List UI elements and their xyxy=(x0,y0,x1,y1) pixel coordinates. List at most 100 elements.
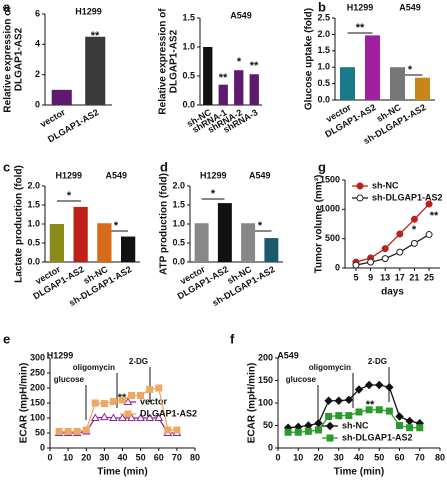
marker xyxy=(396,422,403,429)
y-tick-label: 150 xyxy=(30,397,45,407)
bar xyxy=(217,203,232,262)
marker xyxy=(137,392,145,399)
annotation: * xyxy=(237,56,242,68)
y-tick-label: 4 xyxy=(35,39,40,49)
y-tick-label: 0.0 xyxy=(27,256,40,266)
marker xyxy=(396,230,404,238)
y-axis-label: Glucose uptake (fold) xyxy=(304,8,315,110)
y-tick-label: 0 xyxy=(268,442,273,452)
series-line xyxy=(355,203,430,263)
chart-title: A549 xyxy=(230,10,252,20)
x-tick-label: 20 xyxy=(81,452,91,462)
y-tick-label: 0 xyxy=(40,442,45,452)
x-tick-label: 80 xyxy=(435,452,445,462)
annotation: * xyxy=(114,220,119,232)
legend-label: vector xyxy=(140,396,168,406)
x-tick-label: 13 xyxy=(380,272,390,282)
x-tick-label: 40 xyxy=(354,452,364,462)
y-tick-label: 200 xyxy=(30,382,45,392)
annotation: ** xyxy=(356,22,365,34)
annotation: glucose xyxy=(54,375,85,384)
group-label: H1299 xyxy=(55,170,82,180)
y-tick-label: 0.5 xyxy=(172,237,185,247)
bar xyxy=(234,70,244,105)
x-tick-label: 10 xyxy=(63,452,73,462)
marker xyxy=(100,400,108,408)
y-tick-label: 100 xyxy=(30,412,45,422)
marker xyxy=(364,380,374,390)
y-axis-label: ECAR (mpH/min) xyxy=(247,363,258,444)
marker xyxy=(345,412,353,420)
annotation: * xyxy=(338,414,343,426)
panel-letter: c xyxy=(3,159,10,174)
marker xyxy=(325,421,335,431)
x-tick-label: 80 xyxy=(190,452,200,462)
panel-letter: f xyxy=(230,331,235,346)
chart-title: H1299 xyxy=(47,350,74,360)
marker xyxy=(367,258,375,266)
panel-letter: g xyxy=(318,159,326,174)
x-tick-label: 5 xyxy=(353,272,358,282)
y-tick-label: 1.0 xyxy=(27,218,40,228)
marker xyxy=(154,413,164,421)
bar xyxy=(340,67,355,100)
legend-label: DLGAP1-AS2 xyxy=(140,408,197,418)
marker xyxy=(136,413,145,421)
x-tick-label: 21 xyxy=(409,272,419,282)
marker xyxy=(145,413,155,421)
marker xyxy=(324,396,333,405)
x-tick-label: 50 xyxy=(136,452,146,462)
marker xyxy=(304,427,312,435)
y-tick-label: 6 xyxy=(35,8,40,18)
y-tick-label: 1.0 xyxy=(172,218,185,228)
bar xyxy=(390,67,405,100)
x-tick-label: 9 xyxy=(368,272,373,282)
annotation: glucose xyxy=(286,375,317,384)
y-axis-label: ATP production (fold) xyxy=(159,173,170,275)
y-tick-label: 2 xyxy=(35,69,40,79)
annotation: * xyxy=(211,188,216,200)
marker xyxy=(406,424,414,432)
x-tick-label: 70 xyxy=(172,452,182,462)
y-tick-label: 1.5 xyxy=(182,12,195,22)
marker xyxy=(118,413,127,421)
group-label: H1299 xyxy=(200,170,227,180)
x-tick-label: 0 xyxy=(275,452,280,462)
bar xyxy=(203,47,213,105)
marker xyxy=(375,406,383,414)
y-tick-label: 1500 xyxy=(320,174,340,184)
bar xyxy=(241,223,256,262)
marker xyxy=(344,395,354,405)
marker xyxy=(365,406,373,414)
marker xyxy=(354,385,364,394)
bar xyxy=(121,236,136,262)
y-tick-label: 200 xyxy=(258,352,273,362)
marker xyxy=(395,412,404,421)
bar xyxy=(194,223,209,262)
x-tick-label: 30 xyxy=(99,452,109,462)
marker xyxy=(109,413,118,421)
y-tick-label: 2.0 xyxy=(317,29,330,39)
y-tick-label: 1.5 xyxy=(172,199,185,209)
bar xyxy=(49,224,64,262)
annotation: ** xyxy=(366,399,375,411)
marker xyxy=(425,200,433,208)
bar xyxy=(85,36,106,105)
y-tick-label: 0.0 xyxy=(317,94,330,104)
annotation: * xyxy=(258,220,263,232)
marker xyxy=(128,392,136,399)
bar xyxy=(264,238,279,262)
x-axis-label: days xyxy=(381,287,404,298)
y-axis-label: Tumor volume (mm³) xyxy=(314,175,325,274)
marker xyxy=(146,386,154,393)
marker xyxy=(375,380,384,390)
bar xyxy=(249,74,259,105)
marker xyxy=(315,426,322,434)
x-tick-label: 30 xyxy=(334,452,344,462)
marker xyxy=(109,398,117,405)
y-tick-label: 1000 xyxy=(320,204,340,214)
marker xyxy=(416,424,424,432)
bar xyxy=(365,35,380,100)
annotation: 2-DG xyxy=(368,357,387,366)
